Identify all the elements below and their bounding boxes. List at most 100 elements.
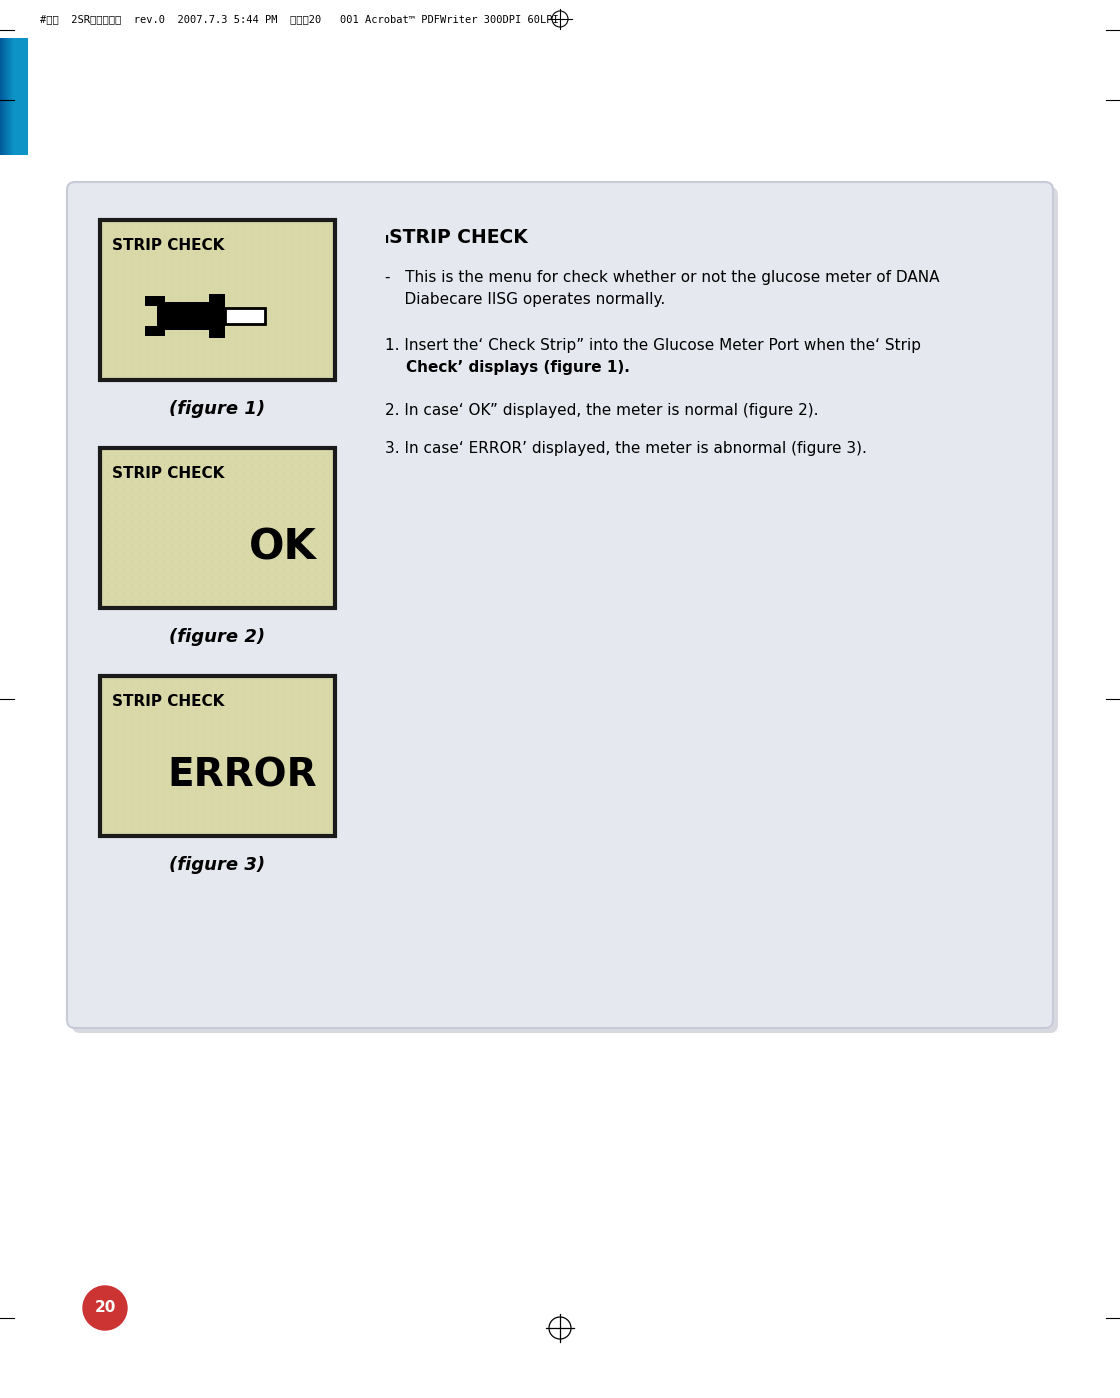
- Text: ₗSTRIP CHECK: ₗSTRIP CHECK: [385, 228, 528, 247]
- FancyBboxPatch shape: [67, 182, 1053, 1028]
- Bar: [7, 38, 20, 155]
- Bar: [6, 38, 20, 155]
- Bar: [0, 38, 13, 155]
- Bar: [3, 38, 17, 155]
- Bar: [13, 38, 27, 155]
- Bar: [12, 38, 26, 155]
- Text: (figure 3): (figure 3): [169, 856, 265, 874]
- Bar: [3, 38, 17, 155]
- Bar: [2, 38, 16, 155]
- Bar: [4, 38, 18, 155]
- Bar: [1, 38, 16, 155]
- Text: #다나  2SR영문메뉴얼  rev.0  2007.7.3 5:44 PM  페이지20   001 Acrobat™ PDFWriter 300DPI 60: #다나 2SR영문메뉴얼 rev.0 2007.7.3 5:44 PM 페이지2…: [40, 14, 559, 24]
- Text: STRIP CHECK: STRIP CHECK: [112, 466, 224, 481]
- Bar: [1, 38, 16, 155]
- Bar: [11, 38, 26, 155]
- FancyBboxPatch shape: [72, 187, 1058, 1033]
- Bar: [0, 38, 15, 155]
- Bar: [4, 38, 18, 155]
- Bar: [13, 38, 28, 155]
- Bar: [10, 38, 24, 155]
- Bar: [6, 38, 19, 155]
- Bar: [10, 38, 25, 155]
- Bar: [2, 38, 16, 155]
- Bar: [1, 38, 15, 155]
- Text: 3. In case‘ ERROR’ displayed, the meter is abnormal (figure 3).: 3. In case‘ ERROR’ displayed, the meter …: [385, 440, 867, 456]
- Text: STRIP CHECK: STRIP CHECK: [112, 238, 224, 253]
- Circle shape: [83, 1286, 127, 1329]
- Bar: [13, 38, 28, 155]
- Bar: [11, 38, 26, 155]
- Bar: [12, 38, 27, 155]
- Bar: [10, 38, 24, 155]
- Bar: [13, 38, 27, 155]
- Bar: [100, 677, 335, 836]
- Bar: [8, 38, 21, 155]
- Text: (figure 1): (figure 1): [169, 400, 265, 418]
- Bar: [9, 38, 24, 155]
- Text: STRIP CHECK: STRIP CHECK: [112, 693, 224, 709]
- Bar: [6, 38, 19, 155]
- Bar: [3, 38, 18, 155]
- Bar: [8, 38, 22, 155]
- Bar: [1, 38, 16, 155]
- Bar: [2, 38, 16, 155]
- Bar: [2, 38, 17, 155]
- Text: 1. Insert the‘ Check Strip” into the Glucose Meter Port when the‘ Strip: 1. Insert the‘ Check Strip” into the Glu…: [385, 338, 921, 354]
- Bar: [208, 294, 225, 338]
- Bar: [9, 38, 24, 155]
- Text: Diabecare IISG operates normally.: Diabecare IISG operates normally.: [385, 292, 665, 308]
- Bar: [4, 38, 19, 155]
- Bar: [7, 38, 21, 155]
- Text: ERROR: ERROR: [167, 756, 317, 794]
- Bar: [7, 38, 20, 155]
- Bar: [7, 38, 21, 155]
- Text: 20: 20: [94, 1300, 115, 1316]
- Bar: [10, 38, 25, 155]
- Bar: [7, 38, 20, 155]
- Bar: [8, 38, 22, 155]
- Bar: [12, 38, 26, 155]
- Bar: [11, 38, 25, 155]
- Bar: [90, 89, 320, 145]
- Bar: [225, 308, 264, 324]
- Bar: [12, 38, 26, 155]
- Bar: [2, 38, 17, 155]
- Bar: [12, 38, 27, 155]
- Bar: [7, 38, 21, 155]
- Bar: [11, 38, 25, 155]
- Bar: [4, 38, 19, 155]
- Polygon shape: [144, 296, 165, 336]
- Text: Check’ displays (figure 1).: Check’ displays (figure 1).: [385, 361, 629, 375]
- Bar: [0, 38, 15, 155]
- Bar: [6, 38, 20, 155]
- Bar: [3, 38, 18, 155]
- Bar: [100, 447, 335, 608]
- Bar: [13, 38, 27, 155]
- Bar: [6, 38, 20, 155]
- Bar: [10, 38, 24, 155]
- Bar: [3, 38, 18, 155]
- Bar: [0, 0, 1120, 38]
- Bar: [9, 38, 22, 155]
- Bar: [13, 38, 28, 155]
- Bar: [100, 219, 335, 380]
- Bar: [6, 38, 19, 155]
- Bar: [11, 38, 26, 155]
- Bar: [165, 302, 225, 330]
- Text: OK: OK: [249, 526, 317, 568]
- Bar: [11, 38, 25, 155]
- Bar: [9, 38, 22, 155]
- Bar: [9, 38, 22, 155]
- Bar: [11, 38, 25, 155]
- Bar: [6, 38, 20, 155]
- Bar: [4, 38, 18, 155]
- Bar: [4, 38, 19, 155]
- Bar: [9, 38, 22, 155]
- Bar: [1, 38, 15, 155]
- Bar: [8, 38, 21, 155]
- Text: (figure 2): (figure 2): [169, 628, 265, 646]
- Bar: [9, 38, 24, 155]
- Bar: [0, 38, 15, 155]
- Bar: [2, 38, 17, 155]
